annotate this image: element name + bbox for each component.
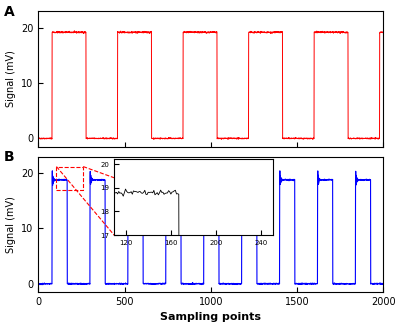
X-axis label: Sampling points: Sampling points — [160, 313, 261, 322]
Text: A: A — [4, 5, 14, 18]
Text: B: B — [4, 150, 14, 164]
Y-axis label: Signal (mV): Signal (mV) — [6, 196, 16, 253]
Bar — [57, 167, 83, 190]
Y-axis label: Signal (mV): Signal (mV) — [6, 51, 16, 108]
